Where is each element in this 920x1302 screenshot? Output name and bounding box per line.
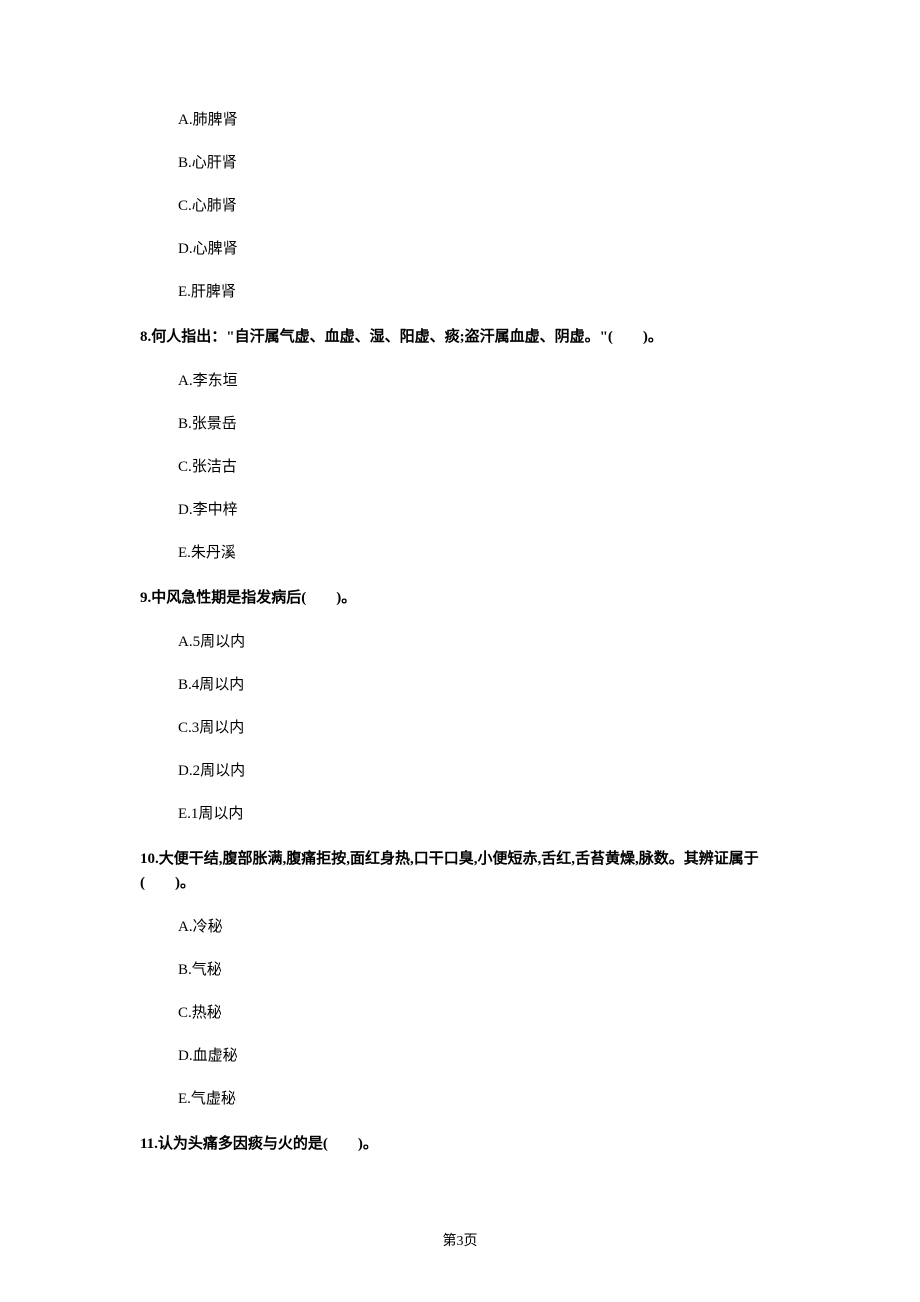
- q10-option-c: C.热秘: [178, 1003, 780, 1024]
- q7-option-d: D.心脾肾: [178, 239, 780, 260]
- q9-option-e: E.1周以内: [178, 804, 780, 825]
- q8-option-a: A.李东垣: [178, 371, 780, 392]
- page-footer: 第3页: [0, 1230, 920, 1250]
- q11-stem: 11.认为头痛多因痰与火的是( )。: [140, 1132, 780, 1156]
- q10-option-e: E.气虚秘: [178, 1089, 780, 1110]
- q9-option-d: D.2周以内: [178, 761, 780, 782]
- q10-option-b: B.气秘: [178, 960, 780, 981]
- q9-option-b: B.4周以内: [178, 675, 780, 696]
- q8-option-d: D.李中梓: [178, 500, 780, 521]
- q7-option-a: A.肺脾肾: [178, 110, 780, 131]
- q10-option-a: A.冷秘: [178, 917, 780, 938]
- q7-option-e: E.肝脾肾: [178, 282, 780, 303]
- q10-stem: 10.大便干结,腹部胀满,腹痛拒按,面红身热,口干口臭,小便短赤,舌红,舌苔黄燥…: [140, 847, 780, 895]
- q7-option-c: C.心肺肾: [178, 196, 780, 217]
- q9-stem: 9.中风急性期是指发病后( )。: [140, 586, 780, 610]
- q9-option-a: A.5周以内: [178, 632, 780, 653]
- q8-option-e: E.朱丹溪: [178, 543, 780, 564]
- q10-option-d: D.血虚秘: [178, 1046, 780, 1067]
- q8-option-b: B.张景岳: [178, 414, 780, 435]
- q8-option-c: C.张洁古: [178, 457, 780, 478]
- page-content: A.肺脾肾 B.心肝肾 C.心肺肾 D.心脾肾 E.肝脾肾 8.何人指出："自汗…: [0, 0, 920, 1238]
- q9-option-c: C.3周以内: [178, 718, 780, 739]
- q8-stem: 8.何人指出："自汗属气虚、血虚、湿、阳虚、痰;盗汗属血虚、阴虚。"( )。: [140, 325, 780, 349]
- q7-option-b: B.心肝肾: [178, 153, 780, 174]
